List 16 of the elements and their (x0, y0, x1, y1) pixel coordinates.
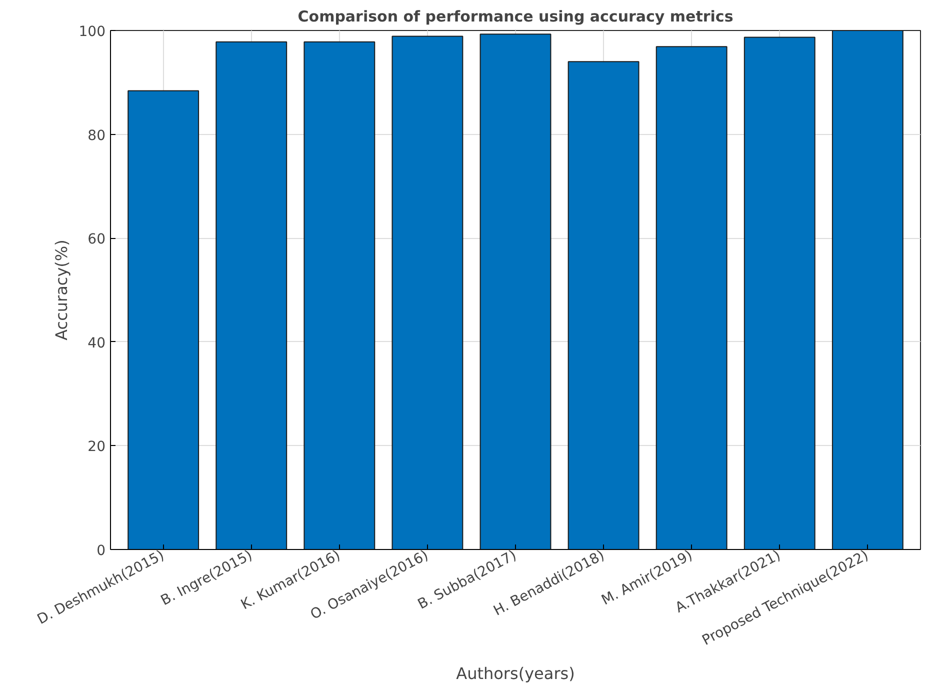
bar (304, 41, 376, 550)
bar (216, 41, 288, 550)
bar (480, 34, 552, 550)
y-tick-label: 100 (78, 24, 106, 40)
bar (392, 36, 464, 550)
bar (128, 90, 200, 550)
bar (568, 61, 640, 550)
chart-title: Comparison of performance using accuracy metrics (298, 8, 734, 26)
y-axis-title: Accuracy(%) (52, 240, 71, 340)
bar (744, 36, 816, 550)
y-tick-label: 20 (88, 439, 106, 456)
y-tick-label: 40 (88, 335, 106, 352)
y-tick-label: 60 (88, 232, 106, 248)
bar (656, 46, 728, 550)
x-axis-title: Authors(years) (456, 664, 575, 683)
y-tick-label: 80 (88, 128, 106, 144)
